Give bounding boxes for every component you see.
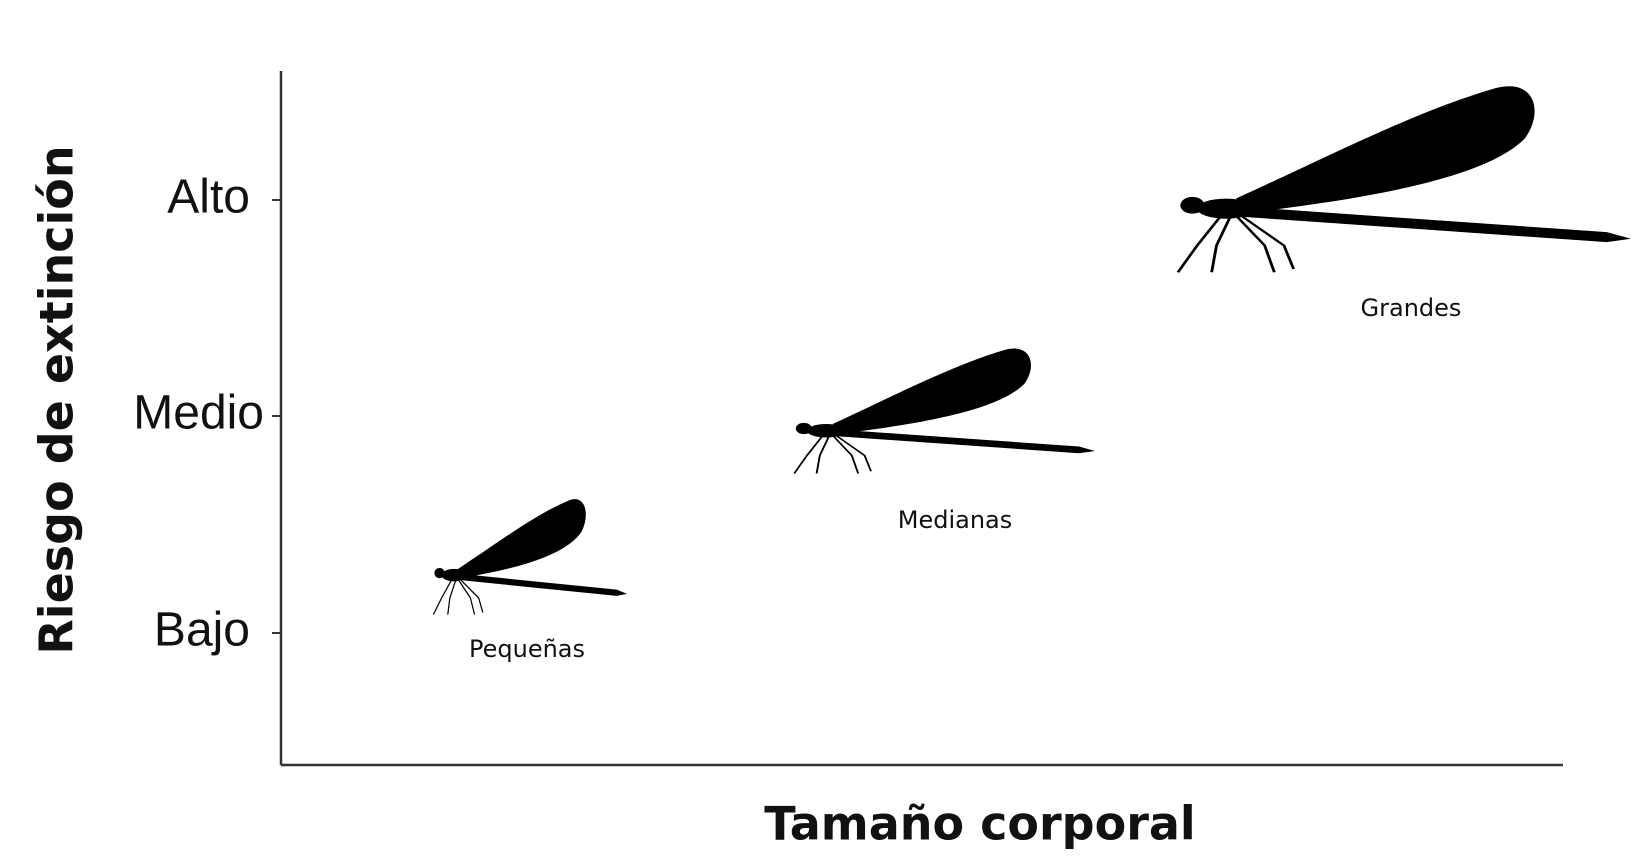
group-label: Medianas xyxy=(898,506,1013,534)
group-label: Grandes xyxy=(1361,294,1462,322)
y-tick-label: Bajo xyxy=(154,604,250,657)
y-tick-label: Medio xyxy=(133,387,264,440)
y-tick-label: Alto xyxy=(167,171,250,224)
x-axis-title: Tamaño corporal xyxy=(764,797,1195,851)
damselfly-small xyxy=(432,498,628,616)
damselfly-large xyxy=(1176,84,1633,274)
damselfly-medium xyxy=(793,347,1096,475)
group-label: Pequeñas xyxy=(469,635,585,663)
y-axis-title: Riesgo de extinción xyxy=(30,145,84,654)
